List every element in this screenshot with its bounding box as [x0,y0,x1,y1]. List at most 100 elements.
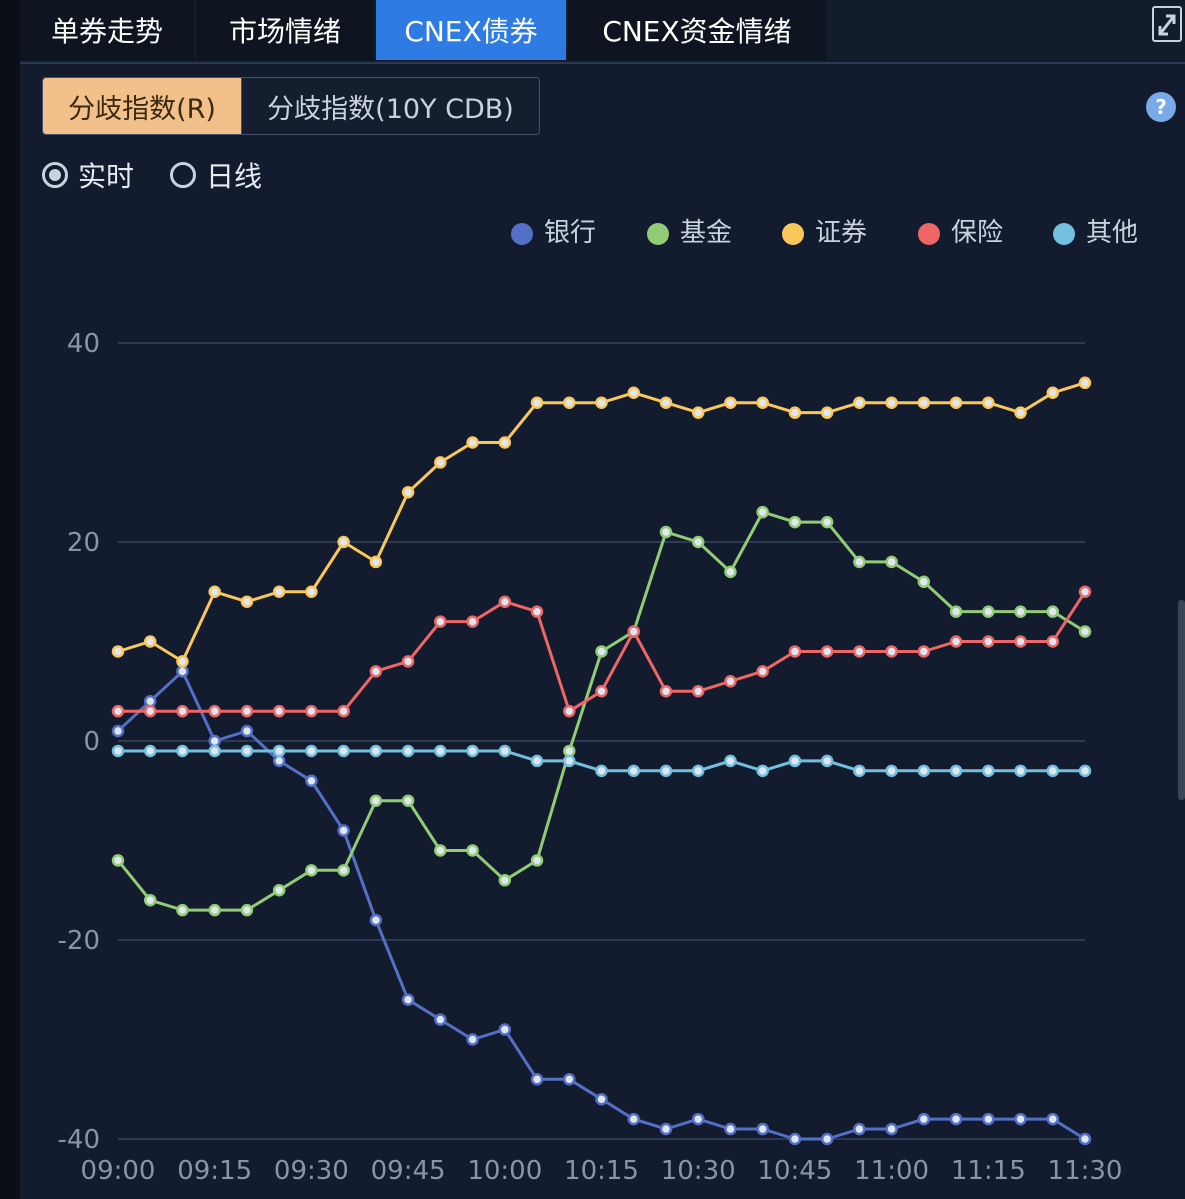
data-point [466,744,479,758]
data-point [305,744,318,758]
data-point [1014,605,1027,618]
data-point [1014,1112,1027,1126]
data-point [949,764,963,778]
legend-marker [511,223,533,245]
data-point [982,764,995,778]
data-point [595,1092,608,1106]
data-point [111,744,125,758]
data-point [691,685,705,698]
data-point [982,1112,995,1126]
data-point [434,744,447,758]
data-point [917,1112,931,1126]
data-point [1078,376,1092,390]
y-tick-label: -40 [58,1125,100,1155]
help-icon[interactable]: ? [1146,92,1176,122]
data-point [788,754,802,768]
x-tick-label: 09:15 [177,1156,252,1186]
data-point [401,794,415,807]
legend-marker [647,223,669,245]
tab-market-sentiment[interactable]: 市场情绪 [196,0,374,60]
data-point [272,585,286,598]
data-point [853,645,866,658]
data-point [208,704,221,718]
data-point [337,535,350,549]
data-point [1046,764,1060,778]
data-point [272,744,286,758]
data-point [337,744,350,758]
data-point [530,1073,544,1086]
data-point [111,854,125,867]
data-point [885,1122,898,1136]
data-point [305,585,318,598]
scrollbar-thumb[interactable] [1178,600,1185,800]
data-point [143,694,157,708]
data-point [530,396,544,409]
data-point [595,685,608,698]
index-type-toggle: 分歧指数(R) 分歧指数(10Y CDB) [42,77,540,135]
tab-cnex-funding-sentiment[interactable]: CNEX资金情绪 [568,0,826,60]
data-point [820,754,834,768]
data-point [369,794,383,807]
data-point [949,1112,963,1126]
data-point [885,645,898,658]
data-point [724,675,737,688]
y-tick-label: 40 [67,329,100,359]
data-point [563,754,576,768]
data-point [820,645,834,658]
tab-single-bond-trend[interactable]: 单券走势 [20,0,194,60]
legend-label: 其他 [1086,218,1138,248]
data-point [240,744,254,758]
legend-label: 银行 [544,218,596,248]
data-point [498,874,512,887]
data-point [982,605,995,618]
radio-daily[interactable]: 日线 [170,155,262,195]
legend-label: 保险 [951,218,1003,248]
data-point [1046,386,1060,399]
data-point [1078,1132,1092,1146]
expand-button[interactable] [1152,6,1182,42]
data-point [401,744,415,758]
data-point [176,903,189,917]
subtab-divergence-index-r[interactable]: 分歧指数(R) [43,78,241,134]
main-tabs: 单券走势 市场情绪 CNEX债券 CNEX资金情绪 [20,0,828,60]
x-tick-label: 09:30 [274,1156,349,1186]
data-point [240,704,254,718]
data-point [917,645,931,658]
subtab-divergence-index-10y-cdb[interactable]: 分歧指数(10Y CDB) [241,78,539,134]
data-point [595,764,608,778]
tab-cnex-bond[interactable]: CNEX债券 [376,0,566,60]
left-edge-strip [0,0,20,1199]
data-point [466,1033,479,1046]
data-point [1078,585,1092,598]
data-point [853,764,866,778]
data-point [788,645,802,658]
data-point [208,734,221,748]
data-point [530,605,544,618]
data-point [434,456,447,469]
data-point [434,615,447,628]
data-point [691,406,705,419]
data-point [111,704,125,718]
series-line [117,381,1086,663]
x-tick-label: 09:00 [81,1156,156,1186]
data-point [305,774,318,788]
x-tick-label: 10:30 [661,1156,736,1186]
data-point [530,754,544,768]
radio-realtime[interactable]: 实时 [42,155,134,195]
legend-marker [782,223,804,245]
data-point [756,396,769,409]
timeframe-radio-group: 实时 日线 [42,157,298,193]
expand-icon [1158,14,1176,36]
data-point [1046,635,1060,648]
data-point [369,665,383,678]
data-point [401,486,415,499]
data-point [1046,1112,1060,1126]
data-point [530,854,544,867]
data-point [1046,605,1060,618]
data-point [885,764,898,778]
data-point [756,1122,769,1136]
data-point [176,665,189,678]
data-point [1078,625,1092,638]
x-tick-label: 10:15 [564,1156,639,1186]
data-point [820,515,834,529]
